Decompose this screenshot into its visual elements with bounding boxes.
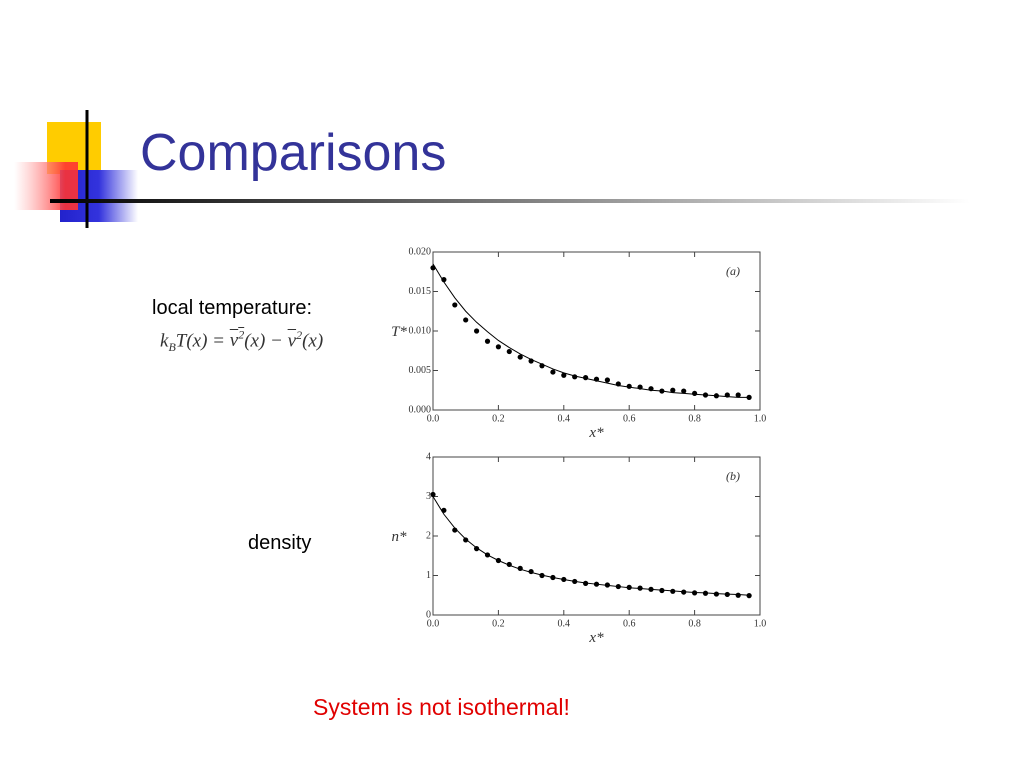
data-point [452,302,458,308]
y-tick-label: 0.020 [409,246,432,257]
annotation: (a) [726,264,740,278]
data-point [484,338,491,344]
data-point [495,344,501,350]
x-tick-label: 0.6 [623,413,636,424]
data-point [463,537,469,543]
x-tick-label: 1.0 [754,413,767,424]
deco-hline [50,199,970,203]
x-tick-label: 0.8 [688,618,701,629]
formula-part: T(x) = [175,330,230,352]
data-point [692,390,698,397]
data-point [517,354,523,360]
conclusion: System is not isothermal! [313,694,570,720]
x-tick-label: 0.2 [492,413,505,424]
fit-line [432,263,750,398]
x-axis-label: x* [588,425,604,441]
data-point [604,377,610,383]
y-tick-label: 1 [426,570,431,581]
x-tick-label: 0.0 [427,618,440,629]
formula-part: B [168,340,176,355]
formula-part: v [229,330,239,352]
formula-part: − [265,330,288,352]
x-tick-label: 0.4 [558,413,571,424]
data-point [430,491,436,498]
x-tick-label: 0.0 [427,413,440,424]
y-axis-label: n* [392,529,408,545]
data-point [550,369,556,375]
plot-frame [432,456,761,616]
y-tick-label: 0.005 [409,365,432,376]
x-tick-label: 0.6 [623,618,636,629]
y-tick-label: 0.010 [409,325,432,336]
y-tick-label: 4 [426,451,431,462]
annotation: (b) [726,469,740,483]
data-point [463,317,469,323]
y-tick-label: 3 [426,491,431,502]
plot-frame [432,251,761,411]
y-tick-label: 2 [426,530,431,541]
formula-part: (x) [244,330,266,352]
data-point [735,592,741,598]
data-point [506,348,512,355]
formula-part: v [287,330,297,352]
label: density [248,532,311,554]
x-tick-label: 0.2 [492,618,505,629]
x-tick-label: 0.8 [688,413,701,424]
y-tick-label: 0 [426,609,431,620]
formula-part: (x) [302,330,324,352]
data-point [626,383,632,389]
x-tick-label: 1.0 [754,618,767,629]
y-tick-label: 0.000 [409,404,432,415]
data-point [681,388,687,394]
x-tick-label: 0.4 [558,618,571,629]
data-point [473,328,480,334]
data-point [561,372,567,378]
slide-title: Comparisons [140,124,446,182]
data-point [746,593,752,599]
x-axis-label: x* [588,630,604,646]
data-point [441,277,447,283]
label: local temperature: [152,297,312,319]
data-point [670,387,676,393]
y-tick-label: 0.015 [409,286,432,297]
fit-line [432,496,750,596]
formula-part: 2 [296,328,303,342]
formula-part: 2 [238,328,245,342]
data-point [746,394,752,400]
formula-part: k [160,330,169,352]
data-point [735,392,741,398]
y-axis-label: T* [391,324,407,340]
formula: kBT(x) = v2(x) − v2(x) [160,328,323,355]
